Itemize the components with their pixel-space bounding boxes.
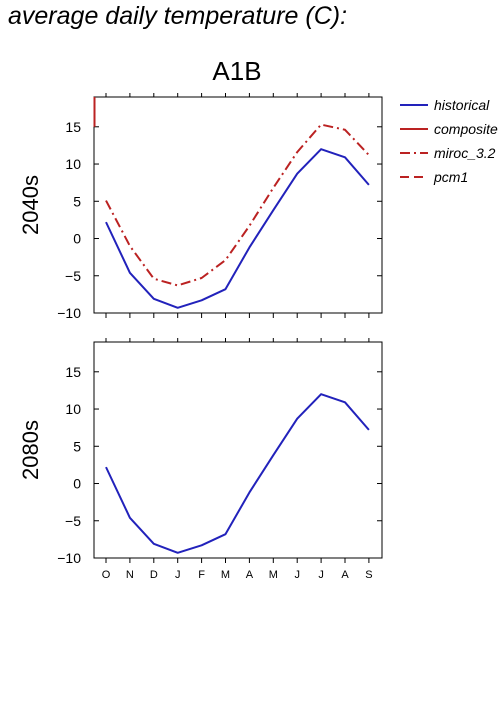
panel-label: 2080s (18, 420, 43, 480)
x-tick-label: S (365, 569, 372, 581)
legend-label-historical: historical (434, 97, 490, 113)
y-tick-label: 15 (65, 364, 81, 380)
legend-label-miroc_3.2: miroc_3.2 (434, 145, 496, 161)
y-tick-label: 10 (65, 401, 81, 417)
series-historical-line (105, 393, 370, 554)
series-miroc_3.2-line (105, 123, 370, 287)
y-tick-label: 5 (73, 438, 81, 454)
y-tick-label: 0 (73, 231, 81, 247)
y-tick-label: −10 (57, 305, 81, 321)
legend: historical composite miroc_3.2 pcm1 (400, 97, 498, 185)
series-historical-line (105, 148, 370, 309)
y-tick-label: −10 (57, 550, 81, 566)
y-tick-label: 10 (65, 156, 81, 172)
panel-2040s: −10 −5 0 5 10 15 2040s (18, 93, 383, 321)
panel-label: 2040s (18, 175, 43, 235)
x-tick-label: F (198, 569, 205, 581)
y-tick-label: 0 (73, 476, 81, 492)
x-tick-label: O (102, 569, 111, 581)
y-tick-label: 5 (73, 193, 81, 209)
x-tick-label: M (269, 569, 278, 581)
page-title: average daily temperature (C): (8, 2, 348, 30)
x-tick-label: J (318, 569, 324, 581)
plot-frame (93, 96, 383, 314)
y-tick-label: −5 (65, 513, 81, 529)
y-tick-label: −5 (65, 268, 81, 284)
x-tick-label: A (246, 569, 254, 581)
panel-2080s: −10 −5 0 5 10 15 2080s (18, 338, 383, 566)
x-tick-label: N (126, 569, 134, 581)
y-tick-label: 15 (65, 119, 81, 135)
x-tick-label: A (341, 569, 349, 581)
x-tick-label: J (294, 569, 300, 581)
chart-title: A1B (212, 56, 261, 86)
x-tick-label: D (150, 569, 158, 581)
plot-frame (93, 341, 383, 559)
legend-label-composite: composite (434, 121, 498, 137)
legend-label-pcm1: pcm1 (433, 169, 468, 185)
x-tick-label: M (221, 569, 230, 581)
x-tick-label: J (175, 569, 181, 581)
